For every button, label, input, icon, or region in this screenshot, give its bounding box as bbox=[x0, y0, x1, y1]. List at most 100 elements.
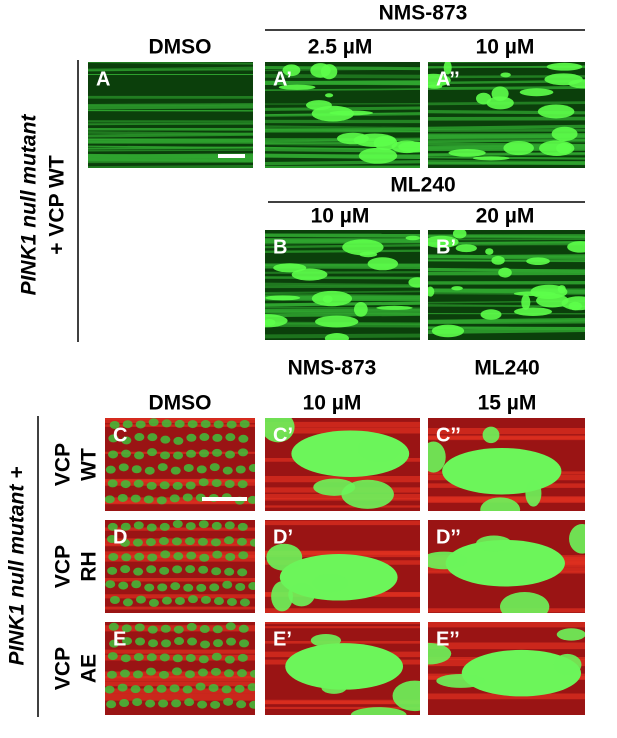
panel-letter: B bbox=[273, 236, 287, 258]
fiber bbox=[265, 249, 420, 253]
myofibril bbox=[160, 624, 171, 633]
row-label: AE bbox=[78, 654, 101, 683]
myofibril bbox=[135, 420, 146, 429]
panel-letter: C bbox=[113, 424, 127, 446]
myofibril bbox=[226, 637, 237, 646]
aggregate bbox=[342, 239, 384, 256]
myofibril bbox=[210, 700, 221, 709]
myofibril bbox=[117, 493, 128, 502]
myofibril bbox=[198, 520, 209, 529]
aggregate bbox=[431, 324, 465, 338]
fiber bbox=[88, 149, 253, 152]
aggregate bbox=[311, 105, 355, 122]
aggregate bbox=[310, 633, 342, 647]
myofibril bbox=[158, 537, 169, 546]
aggregate bbox=[519, 88, 554, 97]
myofibril bbox=[226, 597, 237, 606]
fiber bbox=[265, 237, 420, 241]
fiber bbox=[88, 62, 253, 65]
aggregate bbox=[428, 235, 459, 248]
myofibril bbox=[159, 566, 170, 575]
header: DMSO bbox=[149, 36, 212, 59]
aggregate bbox=[513, 307, 553, 316]
myofibril bbox=[237, 522, 248, 531]
fiber bbox=[428, 159, 585, 166]
myofibril bbox=[159, 481, 170, 490]
myofibril bbox=[145, 667, 156, 676]
aggregate bbox=[461, 649, 582, 697]
header: 10 µM bbox=[303, 392, 362, 415]
myofibril bbox=[122, 637, 133, 646]
aggregate bbox=[273, 263, 307, 273]
fiber bbox=[88, 145, 253, 149]
myofibril bbox=[133, 479, 144, 488]
myofibril bbox=[108, 434, 119, 443]
myofibril bbox=[238, 434, 249, 443]
header: ML240 bbox=[474, 357, 539, 380]
aggregate bbox=[544, 73, 583, 86]
header: DMSO bbox=[149, 392, 212, 415]
panel-letter: A’ bbox=[273, 68, 292, 90]
myofibril bbox=[170, 582, 181, 591]
aggregate bbox=[551, 126, 578, 142]
myofibril bbox=[173, 451, 184, 460]
myofibril bbox=[172, 481, 183, 490]
myofibril bbox=[143, 685, 154, 694]
myofibril bbox=[174, 419, 185, 428]
fiber bbox=[265, 127, 420, 132]
aggregate bbox=[472, 156, 510, 161]
image-panel bbox=[428, 230, 585, 340]
myofibril bbox=[107, 566, 118, 575]
myofibril bbox=[248, 464, 255, 473]
myofibril bbox=[237, 568, 248, 577]
myofibril bbox=[109, 596, 120, 605]
myofibril bbox=[237, 480, 248, 489]
myofibril bbox=[105, 580, 116, 589]
myofibril bbox=[173, 436, 184, 445]
myofibril bbox=[119, 669, 130, 678]
myofibril bbox=[186, 551, 197, 560]
myofibril bbox=[236, 669, 247, 678]
side-label: PINK1 null mutant bbox=[18, 114, 41, 296]
aggregate bbox=[530, 284, 568, 299]
panel-letter: A’’ bbox=[436, 68, 460, 90]
myofibril bbox=[171, 699, 182, 708]
aggregate bbox=[291, 268, 328, 281]
fiber bbox=[265, 238, 420, 244]
myofibril bbox=[134, 552, 145, 561]
image-panel bbox=[265, 418, 420, 511]
myofibril bbox=[157, 583, 168, 592]
aggregate bbox=[498, 267, 512, 278]
aggregate bbox=[315, 315, 359, 328]
image-panel bbox=[428, 622, 585, 715]
aggregate bbox=[350, 707, 407, 715]
aggregate bbox=[265, 295, 301, 301]
myofibril bbox=[159, 522, 170, 531]
myofibril bbox=[122, 598, 133, 607]
aggregate bbox=[567, 241, 585, 253]
myofibril bbox=[146, 565, 157, 574]
myofibril bbox=[171, 537, 182, 546]
aggregate bbox=[569, 523, 585, 554]
myofibril bbox=[198, 478, 209, 487]
myofibril bbox=[172, 520, 183, 529]
fiber bbox=[428, 317, 585, 324]
myofibril bbox=[147, 553, 158, 562]
myofibril bbox=[107, 652, 118, 661]
myofibril bbox=[249, 700, 255, 709]
header: 15 µM bbox=[478, 392, 537, 415]
myofibril bbox=[158, 670, 169, 679]
myofibril bbox=[238, 448, 249, 457]
aggregate bbox=[408, 277, 420, 288]
myofibril bbox=[107, 479, 118, 488]
aggregate bbox=[428, 441, 446, 473]
fiber bbox=[265, 160, 420, 166]
myofibril bbox=[187, 595, 198, 604]
myofibril bbox=[108, 622, 119, 631]
image-panel bbox=[428, 520, 585, 613]
myofibril bbox=[211, 567, 222, 576]
aggregate bbox=[266, 543, 303, 571]
aggregate bbox=[321, 681, 347, 694]
myofibril bbox=[238, 551, 249, 560]
myofibril bbox=[209, 463, 220, 472]
